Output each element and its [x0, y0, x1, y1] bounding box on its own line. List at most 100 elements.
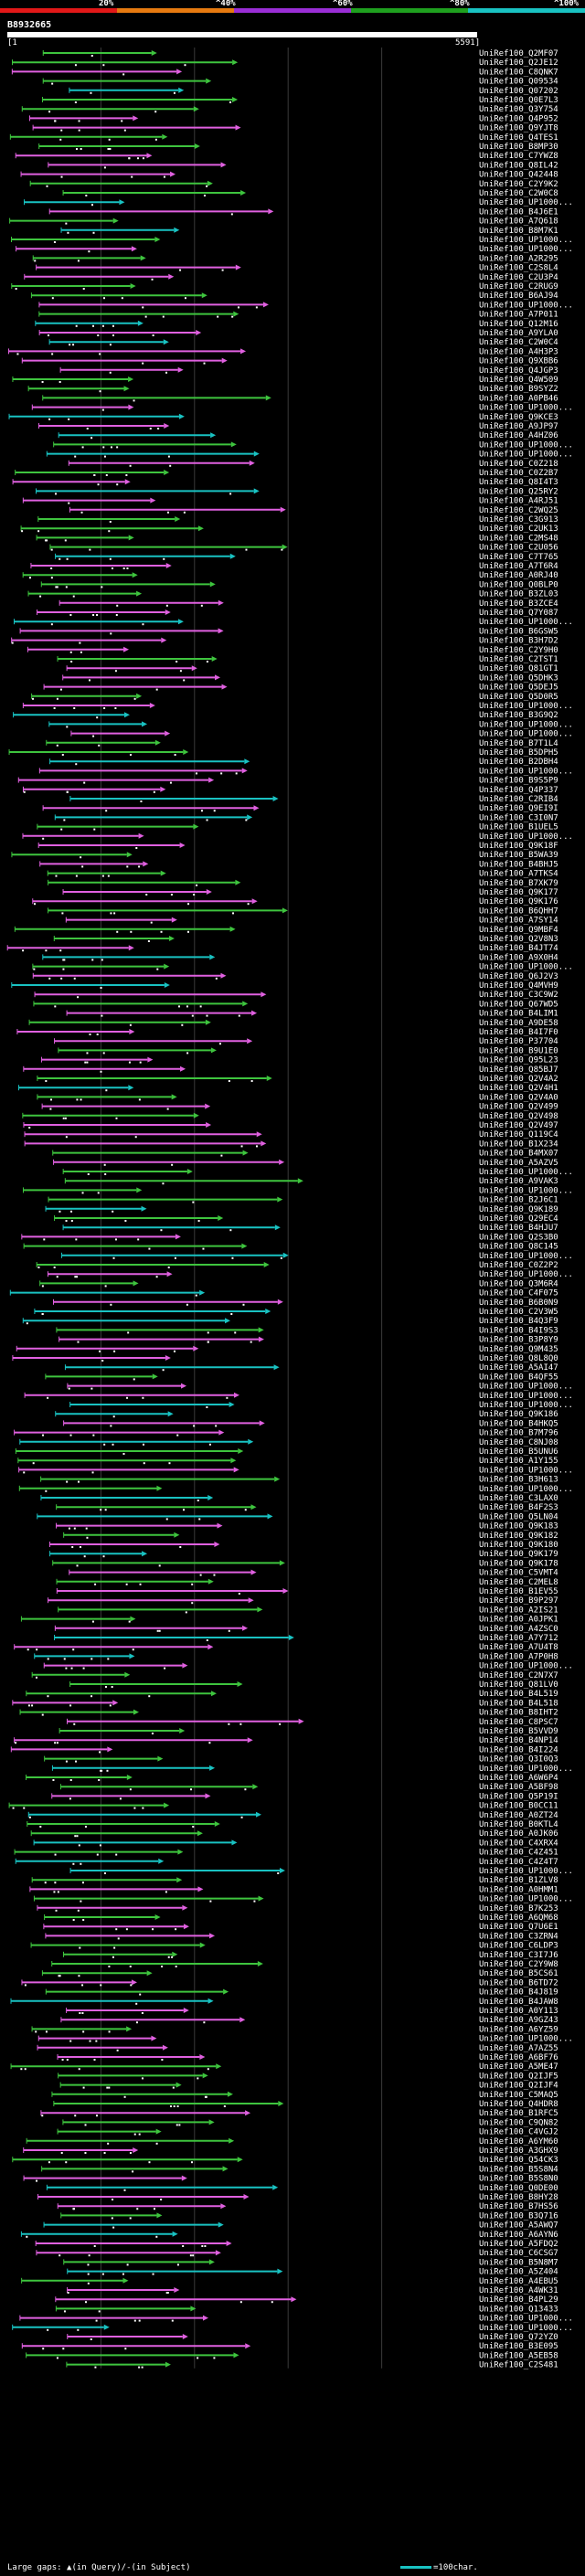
hit-label[interactable]: UniRef100_C3ZRN4: [479, 1932, 558, 1941]
hit-row[interactable]: UniRef100_A9JP97: [37, 422, 558, 431]
hit-row[interactable]: UniRef100_B5UNU6: [15, 1447, 558, 1457]
hit-row[interactable]: UniRef100_B6B0N9: [52, 1299, 558, 1308]
hit-label[interactable]: UniRef100_UP1000...: [479, 301, 573, 310]
hit-label[interactable]: UniRef100_B6AJ94: [479, 292, 558, 301]
hit-label[interactable]: UniRef100_Q72YZ0: [479, 2333, 558, 2342]
hit-label[interactable]: UniRef100_Q2S3B0: [479, 1233, 558, 1242]
hit-label[interactable]: UniRef100_Q9K180: [479, 1541, 558, 1550]
hit-row[interactable]: UniRef100_C7T765: [55, 553, 558, 562]
hit-row[interactable]: UniRef100_Q9K177: [62, 888, 558, 897]
hit-row[interactable]: UniRef100_UP1000...: [10, 236, 573, 245]
hit-row[interactable]: UniRef100_Q2V8N3: [53, 935, 558, 944]
hit-label[interactable]: UniRef100_Q4MVH9: [479, 981, 558, 991]
hit-label[interactable]: UniRef100_A7TKS4: [479, 870, 558, 879]
hit-row[interactable]: UniRef100_A0JPK1: [20, 1616, 558, 1625]
hit-label[interactable]: UniRef100_A0Y113: [479, 2007, 558, 2016]
hit-label[interactable]: UniRef100_Q9K189: [479, 1205, 558, 1214]
hit-label[interactable]: UniRef100_UP1000...: [479, 245, 573, 254]
hit-label[interactable]: UniRef100_A6YZ59: [479, 2025, 558, 2034]
hit-label[interactable]: UniRef100_B4F2S3: [479, 1503, 558, 1512]
hit-row[interactable]: UniRef100_UP1000...: [69, 1867, 573, 1876]
hit-label[interactable]: UniRef100_Q25RY2: [479, 487, 558, 496]
hit-label[interactable]: UniRef100_C6LDP3: [479, 1942, 558, 1951]
hit-row[interactable]: UniRef100_UP1000...: [48, 720, 573, 729]
hit-row[interactable]: UniRef100_Q2V498: [22, 1112, 558, 1121]
hit-label[interactable]: UniRef100_B4I9S3: [479, 1326, 558, 1335]
hit-label[interactable]: UniRef100_UP1000...: [479, 404, 573, 413]
hit-row[interactable]: UniRef100_UP1000...: [19, 2315, 573, 2324]
hit-label[interactable]: UniRef100_UP1000...: [479, 1383, 573, 1392]
hit-label[interactable]: UniRef100_Q9K183: [479, 1522, 558, 1532]
hit-row[interactable]: UniRef100_A5AZV5: [53, 1159, 558, 1168]
hit-row[interactable]: UniRef100_UP1000...: [31, 404, 573, 413]
hit-row[interactable]: UniRef100_Q9K18F: [37, 842, 558, 851]
hit-label[interactable]: UniRef100_B6B0N9: [479, 1299, 558, 1308]
hit-label[interactable]: UniRef100_Q9K179: [479, 1550, 558, 1559]
hit-row[interactable]: UniRef100_C2UK13: [20, 525, 558, 534]
hit-row[interactable]: UniRef100_B5S8N4: [41, 2165, 558, 2174]
hit-label[interactable]: UniRef100_Q0DE00: [479, 2184, 558, 2193]
hit-label[interactable]: UniRef100_A4ZSC0: [479, 1625, 558, 1634]
hit-label[interactable]: UniRef100_B4LIM1: [479, 1010, 558, 1019]
hit-row[interactable]: UniRef100_Q42448: [20, 171, 558, 180]
hit-row[interactable]: UniRef100_C2V3W5: [34, 1308, 558, 1317]
hit-label[interactable]: UniRef100_Q85BJ7: [479, 1065, 558, 1075]
hit-label[interactable]: UniRef100_Q7Y087: [479, 609, 558, 618]
hit-label[interactable]: UniRef100_B1X234: [479, 1140, 558, 1149]
hit-row[interactable]: UniRef100_Q4TES1: [9, 133, 558, 143]
hit-row[interactable]: UniRef100_Q9K186: [55, 1410, 558, 1419]
hit-label[interactable]: UniRef100_A0PB46: [479, 394, 558, 403]
hit-label[interactable]: UniRef100_A9DE58: [479, 1019, 558, 1028]
hit-label[interactable]: UniRef100_UP1000...: [479, 1252, 573, 1261]
hit-row[interactable]: UniRef100_UP1000...: [16, 245, 573, 254]
hit-row[interactable]: UniRef100_A6YZ59: [31, 2025, 558, 2034]
hit-label[interactable]: UniRef100_C0Z218: [479, 460, 558, 469]
hit-label[interactable]: UniRef100_C2MEL8: [479, 1578, 558, 1587]
hit-row[interactable]: UniRef100_A7P011: [38, 311, 558, 320]
hit-label[interactable]: UniRef100_Q54CK3: [479, 2156, 558, 2165]
hit-label[interactable]: UniRef100_A6AYN6: [479, 2231, 558, 2240]
hit-label[interactable]: UniRef100_Q42448: [479, 171, 558, 180]
hit-row[interactable]: UniRef100_B6GSW5: [19, 627, 558, 636]
hit-row[interactable]: UniRef100_C2TST1: [57, 655, 558, 664]
hit-row[interactable]: UniRef100_A0PB46: [42, 394, 558, 403]
hit-label[interactable]: UniRef100_UP1000...: [479, 1466, 573, 1475]
hit-row[interactable]: UniRef100_C6LDP3: [30, 1942, 558, 1951]
hit-row[interactable]: UniRef100_A4H3P3: [8, 347, 558, 356]
hit-row[interactable]: UniRef100_UP1000...: [51, 1765, 573, 1774]
hit-row[interactable]: UniRef100_A4WK31: [67, 2286, 558, 2295]
hit-row[interactable]: UniRef100_UP1000...: [53, 440, 573, 450]
hit-label[interactable]: UniRef100_B4HJU7: [479, 1224, 558, 1233]
hit-row[interactable]: UniRef100_Q9KCE3: [8, 413, 558, 422]
hit-label[interactable]: UniRef100_A7P011: [479, 311, 558, 320]
hit-label[interactable]: UniRef100_UP1000...: [479, 198, 573, 207]
hit-label[interactable]: UniRef100_UP1000...: [479, 1401, 573, 1410]
hit-label[interactable]: UniRef100_B3H7D2: [479, 637, 558, 646]
hit-label[interactable]: UniRef100_B4J6E1: [479, 207, 558, 217]
hit-row[interactable]: UniRef100_A6YM60: [26, 2137, 558, 2147]
hit-row[interactable]: UniRef100_Q0BLP0: [40, 580, 558, 589]
hit-label[interactable]: UniRef100_B9S5P9: [479, 777, 558, 786]
hit-row[interactable]: UniRef100_B5N8M7: [63, 2258, 558, 2267]
hit-row[interactable]: UniRef100_Q9K176: [32, 897, 558, 906]
hit-label[interactable]: UniRef100_B1RFC5: [479, 2109, 558, 2118]
hit-row[interactable]: UniRef100_C3G913: [37, 515, 558, 525]
hit-row[interactable]: UniRef100_A9YLA0: [38, 329, 558, 338]
hit-row[interactable]: UniRef100_B4Q3F9: [22, 1317, 558, 1326]
hit-label[interactable]: UniRef100_C4F075: [479, 1289, 558, 1299]
hit-label[interactable]: UniRef100_B8HY28: [479, 2193, 558, 2202]
hit-label[interactable]: UniRef100_B5S8N0: [479, 2175, 558, 2184]
hit-row[interactable]: UniRef100_A0ZT24: [27, 1811, 558, 1820]
hit-row[interactable]: UniRef100_UP1000...: [22, 832, 573, 842]
hit-label[interactable]: UniRef100_UP1000...: [479, 702, 573, 711]
hit-row[interactable]: UniRef100_B7M796: [14, 1429, 558, 1438]
hit-row[interactable]: UniRef100_B2J6C1: [48, 1196, 558, 1205]
hit-row[interactable]: UniRef100_C2U3P4: [24, 273, 558, 282]
hit-row[interactable]: UniRef100_A0RJ40: [22, 571, 558, 580]
hit-row[interactable]: UniRef100_Q72YZ0: [67, 2333, 558, 2342]
hit-label[interactable]: UniRef100_B8IHT2: [479, 1709, 558, 1718]
hit-row[interactable]: UniRef100_UP1000...: [47, 1270, 573, 1279]
hit-row[interactable]: UniRef100_Q4P952: [29, 114, 558, 123]
hit-row[interactable]: UniRef100_B8MP30: [38, 143, 558, 152]
hit-label[interactable]: UniRef100_C2RUG9: [479, 282, 558, 292]
